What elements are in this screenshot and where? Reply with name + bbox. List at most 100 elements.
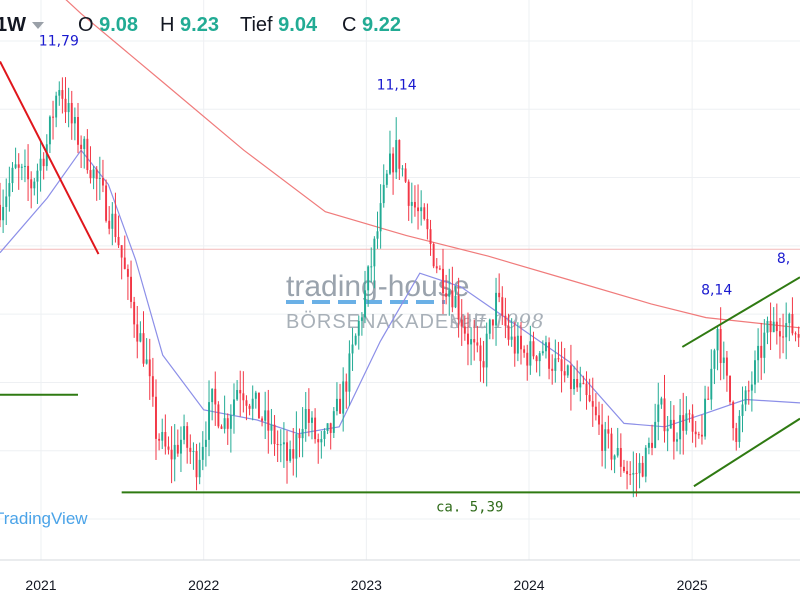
candle-body [626,471,629,475]
candle-body [245,400,248,406]
close-label: C [342,14,357,36]
candle-body [551,368,554,371]
candle-body [676,439,678,442]
candle-body [420,207,423,212]
price-annotation: 8,14 [701,283,732,299]
candle-body [448,290,451,297]
candle-body [223,418,226,429]
candle-body [70,102,73,124]
candle-body [463,326,466,334]
ohlc-high: H 9.23 [160,14,219,37]
candle-body [520,335,522,350]
candle-body [77,117,79,145]
candle-body [498,292,501,298]
high-label: H [160,14,175,36]
candle-body [598,415,600,425]
candle-body [654,421,657,448]
candle-body [354,335,357,345]
candle-body [576,378,579,388]
candle-body [189,447,192,452]
ohlc-close: C 9.22 [342,14,401,37]
candle-body [23,165,26,167]
candle-body [86,138,89,171]
candle-body [591,401,594,407]
candle-body [523,349,526,353]
candle-body [651,442,654,448]
candle-body [607,429,610,434]
x-tick-label: 2022 [188,577,219,593]
candle-body [491,319,494,326]
candle-body [610,433,613,460]
x-tick-label: 2025 [677,577,708,593]
candle-body [220,426,223,429]
candle-body [148,359,151,377]
candle-body [535,356,538,362]
candle-body [669,419,672,429]
candle-body [55,95,58,118]
price-annotation: 11,14 [377,78,417,94]
candle-body [682,415,685,431]
candle-body [457,295,460,320]
candle-body [476,342,479,346]
candle-body [217,404,220,427]
candle-body [370,266,373,268]
candle-body [529,341,532,366]
candle-body [170,449,173,460]
candle-body [604,429,607,451]
candle-body [158,438,161,441]
candle-body [335,398,338,412]
candle-body [183,426,186,440]
candle-body [729,375,731,402]
candle-body [707,398,710,400]
candle-body [111,213,114,229]
candle-body [778,331,781,337]
candle-body [233,399,235,416]
candle-body [632,472,635,475]
candle-body [295,434,298,459]
candle-body [660,398,663,405]
candle-body [239,389,242,394]
candle-body [797,334,800,338]
candle-body [426,218,429,230]
candle-body [389,153,391,174]
candle-body [641,462,644,477]
candle-body [151,376,154,397]
price-annotation: 11,79 [39,33,79,49]
candle-body [133,301,136,325]
candle-body [788,314,791,324]
candle-body [432,244,435,267]
candle-body [198,459,201,478]
candle-body [401,168,404,170]
candle-body [36,170,39,182]
candle-body [445,293,448,297]
candle-body [236,389,239,400]
candle-body [488,319,491,334]
candle-body [67,102,70,113]
watermark-subtitle: BÖRSENAKADEMIE [286,311,488,333]
interval-label[interactable]: 1W [0,14,44,37]
candle-body [638,462,641,474]
candle-body [64,98,67,113]
candle-body [242,393,245,401]
candle-body [398,140,401,169]
candle-body [594,406,597,416]
candle-body [679,415,682,440]
candle-body [722,357,725,364]
candle-body [136,324,139,342]
candle-body [276,444,279,446]
candle-body [404,168,407,182]
candle-body [329,423,332,433]
candle-body [192,451,195,453]
candle-body [760,345,763,358]
chevron-down-icon[interactable] [32,22,44,30]
candle-body [573,378,576,390]
candle-body [585,383,588,396]
candle-body [395,140,398,173]
candle-body [139,333,142,342]
low-value: 9.04 [278,14,318,36]
candle-body [289,449,292,461]
candle-body [251,398,254,409]
candle-body [513,336,516,354]
candle-body [201,446,204,460]
